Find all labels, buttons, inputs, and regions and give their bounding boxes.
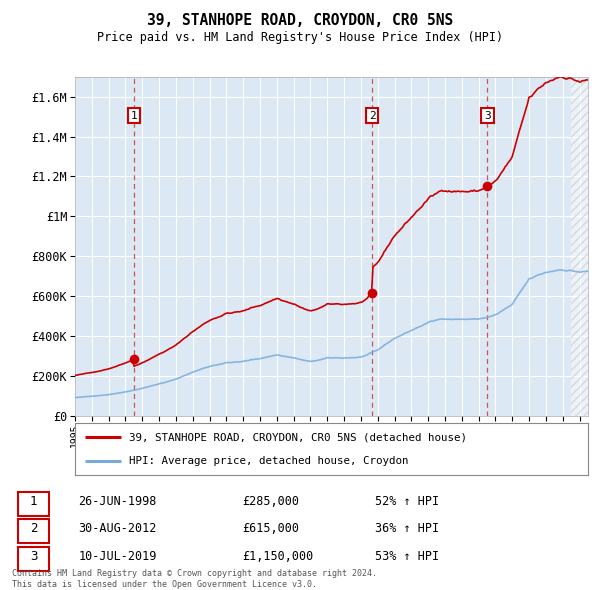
Text: £285,000: £285,000	[242, 494, 299, 507]
Bar	[571, 77, 588, 416]
Text: 3: 3	[30, 549, 37, 562]
Text: 36% ↑ HPI: 36% ↑ HPI	[375, 522, 439, 535]
FancyBboxPatch shape	[18, 547, 49, 571]
Text: 2: 2	[368, 111, 376, 121]
Text: 2: 2	[30, 522, 37, 535]
Text: 1: 1	[130, 111, 137, 121]
Text: 3: 3	[484, 111, 491, 121]
Text: £615,000: £615,000	[242, 522, 299, 535]
Text: £1,150,000: £1,150,000	[242, 549, 314, 562]
Text: Contains HM Land Registry data © Crown copyright and database right 2024.
This d: Contains HM Land Registry data © Crown c…	[12, 569, 377, 589]
Text: Price paid vs. HM Land Registry's House Price Index (HPI): Price paid vs. HM Land Registry's House …	[97, 31, 503, 44]
Text: 39, STANHOPE ROAD, CROYDON, CR0 5NS (detached house): 39, STANHOPE ROAD, CROYDON, CR0 5NS (det…	[129, 432, 467, 442]
Text: 39, STANHOPE ROAD, CROYDON, CR0 5NS: 39, STANHOPE ROAD, CROYDON, CR0 5NS	[147, 13, 453, 28]
Text: HPI: Average price, detached house, Croydon: HPI: Average price, detached house, Croy…	[129, 456, 409, 466]
Text: 53% ↑ HPI: 53% ↑ HPI	[375, 549, 439, 562]
Text: 10-JUL-2019: 10-JUL-2019	[78, 549, 157, 562]
FancyBboxPatch shape	[18, 492, 49, 516]
Text: 52% ↑ HPI: 52% ↑ HPI	[375, 494, 439, 507]
FancyBboxPatch shape	[18, 519, 49, 543]
Text: 1: 1	[30, 494, 37, 507]
Text: 30-AUG-2012: 30-AUG-2012	[78, 522, 157, 535]
Text: 26-JUN-1998: 26-JUN-1998	[78, 494, 157, 507]
